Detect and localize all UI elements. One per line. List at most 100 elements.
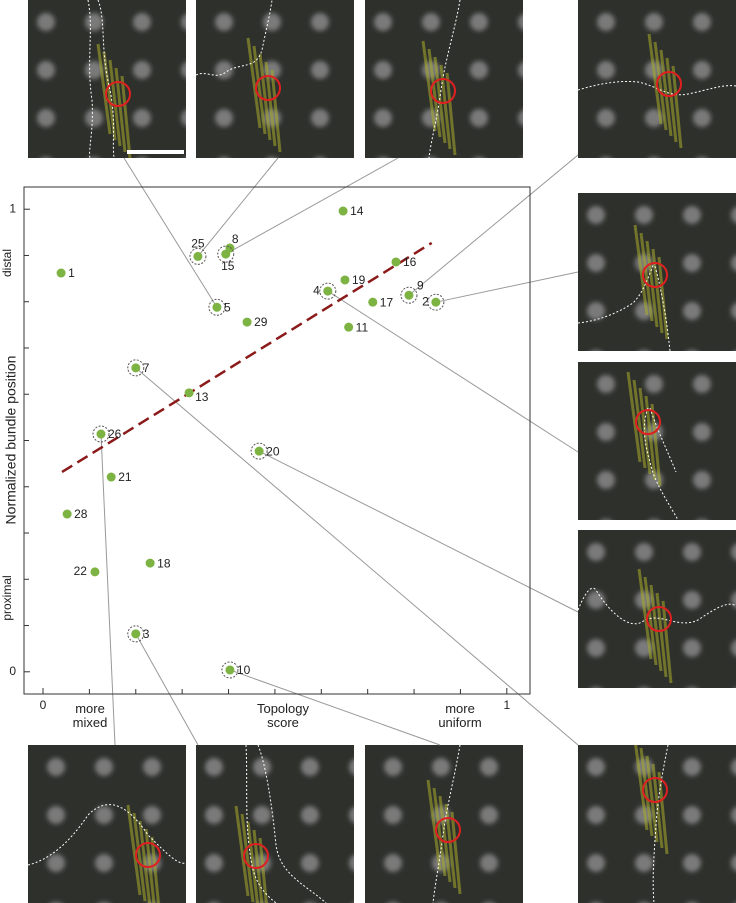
actin-streak xyxy=(150,836,160,903)
actin-streak xyxy=(138,820,152,903)
cell-boundary xyxy=(652,745,669,903)
pillar xyxy=(597,471,615,489)
roi-circle xyxy=(105,81,131,107)
pillar xyxy=(253,758,271,776)
pillar xyxy=(89,157,99,158)
pillar xyxy=(683,854,701,872)
pillar xyxy=(683,591,701,609)
highlight-ring xyxy=(250,442,268,460)
point xyxy=(340,275,350,285)
pillar xyxy=(528,806,546,824)
highlight-ring xyxy=(221,661,239,679)
pillar xyxy=(85,13,103,31)
pillar xyxy=(181,109,186,127)
point xyxy=(145,558,155,568)
pillar xyxy=(480,806,498,824)
micrograph xyxy=(28,745,186,903)
leader-line xyxy=(197,157,279,257)
pillar xyxy=(470,13,488,31)
actin-streak xyxy=(421,40,437,132)
point xyxy=(131,363,141,373)
highlight-ring xyxy=(217,245,235,263)
actin-streak xyxy=(96,43,112,135)
actin-streak xyxy=(638,387,652,475)
pillar xyxy=(474,157,484,158)
pillar xyxy=(219,157,229,158)
micrograph xyxy=(365,745,546,903)
pillar xyxy=(263,13,281,31)
actin-streak xyxy=(657,256,669,340)
pillar xyxy=(731,206,736,224)
actin-streak xyxy=(132,812,147,902)
highlight-ring xyxy=(127,625,145,643)
point xyxy=(106,472,116,482)
leader-line xyxy=(408,154,579,296)
pillar xyxy=(693,375,711,393)
point xyxy=(368,297,378,307)
leader-lines xyxy=(100,154,579,746)
pillar xyxy=(143,806,161,824)
micrograph xyxy=(365,0,523,158)
x-high-label: more uniform xyxy=(438,701,482,730)
highlight-ring xyxy=(92,425,110,443)
micrograph xyxy=(196,745,354,903)
point-label: 9 xyxy=(417,278,424,292)
point-label: 19 xyxy=(352,273,366,287)
pillar xyxy=(731,639,736,657)
pillar xyxy=(215,109,233,127)
cell-boundary xyxy=(87,0,115,158)
actin-streak xyxy=(246,37,262,129)
pillar xyxy=(683,206,701,224)
point xyxy=(90,567,100,577)
actin-streak xyxy=(645,240,659,328)
point xyxy=(62,509,72,519)
point-label: 26 xyxy=(108,427,122,441)
actin-streak xyxy=(234,805,250,897)
point xyxy=(221,249,231,259)
actin-streak xyxy=(445,72,457,156)
pillar xyxy=(37,61,55,79)
point xyxy=(338,206,348,216)
y-high-label: distal xyxy=(0,249,14,277)
roi-circle xyxy=(656,71,682,97)
point-label: 16 xyxy=(403,255,417,269)
pillar xyxy=(37,109,55,127)
actin-streak xyxy=(650,403,662,487)
pillar xyxy=(349,758,354,776)
pillar xyxy=(205,806,223,824)
point xyxy=(96,429,106,439)
pillar xyxy=(133,109,151,127)
roi-circle xyxy=(255,75,281,101)
micrograph-bg xyxy=(196,745,354,903)
pillar xyxy=(597,109,615,127)
pillar xyxy=(215,13,233,31)
pillar xyxy=(47,758,65,776)
micrograph xyxy=(28,0,186,158)
pillar xyxy=(181,61,186,79)
leader-line xyxy=(327,290,579,453)
micrograph xyxy=(196,0,354,158)
point xyxy=(404,290,414,300)
pillar xyxy=(635,302,653,320)
pillar xyxy=(693,109,711,127)
roi-circle xyxy=(243,843,269,869)
point xyxy=(184,388,194,398)
x-tick-label: 1 xyxy=(503,698,510,712)
actin-streak xyxy=(647,33,663,125)
actin-streak xyxy=(639,747,654,837)
pillar xyxy=(731,254,736,272)
pillar xyxy=(311,13,329,31)
trend-line xyxy=(61,241,433,474)
actin-streak xyxy=(661,600,673,684)
pillar xyxy=(649,519,659,520)
pillar xyxy=(143,758,161,776)
y-axis-label: Normalized bundle position xyxy=(3,356,19,525)
point-label: 29 xyxy=(254,315,268,329)
highlight-ring xyxy=(208,298,226,316)
point-label: 11 xyxy=(356,320,369,334)
actin-streak xyxy=(450,811,462,895)
actin-streak xyxy=(645,755,659,843)
pillar xyxy=(480,758,498,776)
pillar xyxy=(37,13,55,31)
pillar xyxy=(639,350,649,351)
